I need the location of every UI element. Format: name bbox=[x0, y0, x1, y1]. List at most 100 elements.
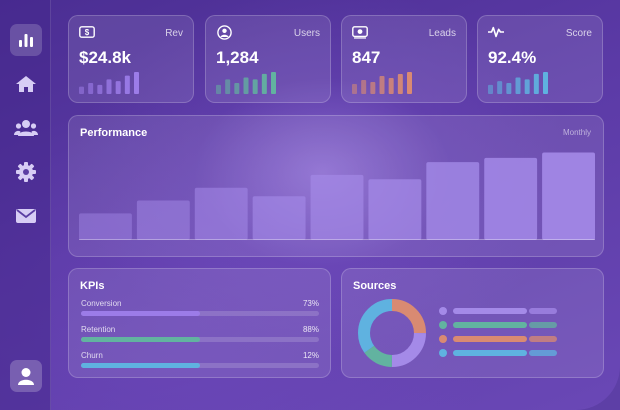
sidebar bbox=[0, 0, 51, 410]
performance-chart bbox=[79, 152, 595, 240]
legend-bar bbox=[453, 308, 527, 314]
sparkline-bar bbox=[216, 84, 221, 94]
performance-bar[interactable] bbox=[79, 213, 132, 240]
stat-card-users[interactable]: Users 1,284 bbox=[205, 15, 331, 103]
stat-sparkline bbox=[79, 72, 139, 94]
stat-card-revenue[interactable]: $ Rev $24.8k bbox=[68, 15, 194, 103]
sidebar-item-users[interactable] bbox=[10, 112, 42, 144]
sparkline-bar bbox=[252, 79, 258, 94]
sparkline-bar bbox=[225, 79, 231, 94]
sources-panel: Sources bbox=[341, 268, 604, 378]
pulse-icon bbox=[488, 25, 504, 39]
performance-bar[interactable] bbox=[310, 174, 364, 240]
legend-bar bbox=[529, 336, 557, 342]
performance-bar[interactable] bbox=[136, 200, 190, 240]
svg-text:$: $ bbox=[85, 28, 90, 37]
panel-title: Performance bbox=[80, 127, 148, 139]
sidebar-item-settings[interactable] bbox=[10, 156, 42, 188]
stat-sparkline bbox=[216, 72, 276, 94]
mail-icon bbox=[16, 209, 36, 223]
stat-value: $24.8k bbox=[79, 48, 131, 67]
sparkline-bar bbox=[124, 75, 130, 94]
period-selector[interactable]: Monthly bbox=[562, 128, 591, 137]
sparkline-bar bbox=[361, 80, 367, 94]
stat-label: Users bbox=[293, 28, 320, 39]
legend-dot bbox=[439, 307, 447, 315]
stat-sparkline bbox=[352, 72, 412, 94]
legend-dot bbox=[439, 349, 447, 357]
kpi-label: Churn bbox=[81, 351, 103, 360]
stat-value: 92.4% bbox=[488, 48, 537, 67]
legend-dot bbox=[439, 335, 447, 343]
sparkline-bar bbox=[115, 81, 121, 94]
kpi-track bbox=[81, 337, 319, 342]
kpi-value: 12% bbox=[302, 351, 319, 360]
sidebar-item-messages[interactable] bbox=[10, 200, 42, 232]
legend-dot bbox=[439, 321, 447, 329]
performance-panel: Performance Monthly bbox=[68, 115, 604, 257]
sparkline-bar bbox=[515, 77, 521, 94]
performance-bar[interactable] bbox=[484, 157, 538, 240]
kpi-fill bbox=[81, 337, 200, 342]
home-icon bbox=[16, 76, 36, 92]
sparkline-bar bbox=[106, 79, 112, 94]
legend-item bbox=[439, 335, 559, 343]
legend-item bbox=[439, 321, 559, 329]
stat-label: Rev bbox=[165, 28, 183, 39]
avatar[interactable] bbox=[10, 360, 42, 392]
donut-slice[interactable] bbox=[358, 299, 426, 367]
stat-value: 847 bbox=[352, 48, 381, 67]
user-circle-icon bbox=[216, 24, 232, 40]
kpi-value: 73% bbox=[302, 299, 319, 308]
kpi-track bbox=[81, 363, 319, 368]
kpi-fill bbox=[81, 311, 200, 316]
kpi-label: Conversion bbox=[81, 299, 122, 308]
gear-icon bbox=[16, 162, 36, 182]
legend-item bbox=[439, 307, 559, 315]
sparkline-bar bbox=[407, 72, 412, 94]
sparkline-bar bbox=[352, 84, 357, 94]
stat-label: Leads bbox=[428, 28, 456, 39]
sidebar-item-analytics[interactable] bbox=[10, 24, 42, 56]
kpis-panel: KPIs Conversion 73% Retention 88% Churn … bbox=[68, 268, 331, 378]
sparkline-bar bbox=[388, 78, 394, 94]
stat-card-score[interactable]: Score 92.4% bbox=[477, 15, 603, 103]
sparkline-bar bbox=[543, 72, 548, 94]
stat-card-leads[interactable]: Leads 847 bbox=[341, 15, 467, 103]
stat-value: 1,284 bbox=[216, 48, 259, 67]
sidebar-item-home[interactable] bbox=[10, 68, 42, 100]
stat-sparkline bbox=[488, 72, 548, 94]
performance-bar[interactable] bbox=[368, 179, 422, 240]
sparkline-bar bbox=[488, 84, 493, 94]
sparkline-bar bbox=[79, 86, 84, 94]
legend-bar bbox=[529, 322, 557, 328]
sparkline-bar bbox=[524, 79, 530, 94]
sparkline-bar bbox=[506, 83, 512, 94]
stat-label: Score bbox=[565, 28, 592, 39]
money-icon bbox=[352, 25, 368, 39]
sparkline-bar bbox=[497, 81, 503, 94]
sparkline-bar bbox=[533, 73, 539, 94]
sparkline-bar bbox=[271, 72, 276, 94]
donut-slice[interactable] bbox=[358, 299, 426, 367]
performance-bar[interactable] bbox=[542, 152, 595, 240]
legend-bar bbox=[453, 336, 527, 342]
sparkline-bar bbox=[97, 84, 103, 94]
bar-chart-icon bbox=[19, 34, 33, 47]
kpi-track bbox=[81, 311, 319, 316]
kpi-label: Retention bbox=[81, 325, 116, 334]
legend-bar bbox=[529, 308, 557, 314]
sparkline-bar bbox=[370, 82, 376, 94]
users-icon bbox=[14, 120, 38, 136]
dollar-bill-icon: $ bbox=[79, 25, 95, 39]
performance-bar[interactable] bbox=[252, 196, 306, 240]
sparkline-bar bbox=[234, 83, 240, 94]
sparkline-bar bbox=[243, 77, 249, 94]
sparkline-bar bbox=[379, 76, 385, 94]
performance-bar[interactable] bbox=[194, 187, 248, 240]
legend-bar bbox=[453, 322, 527, 328]
performance-bar[interactable] bbox=[426, 162, 480, 240]
panel-title: KPIs bbox=[80, 280, 105, 292]
kpi-fill bbox=[81, 363, 200, 368]
